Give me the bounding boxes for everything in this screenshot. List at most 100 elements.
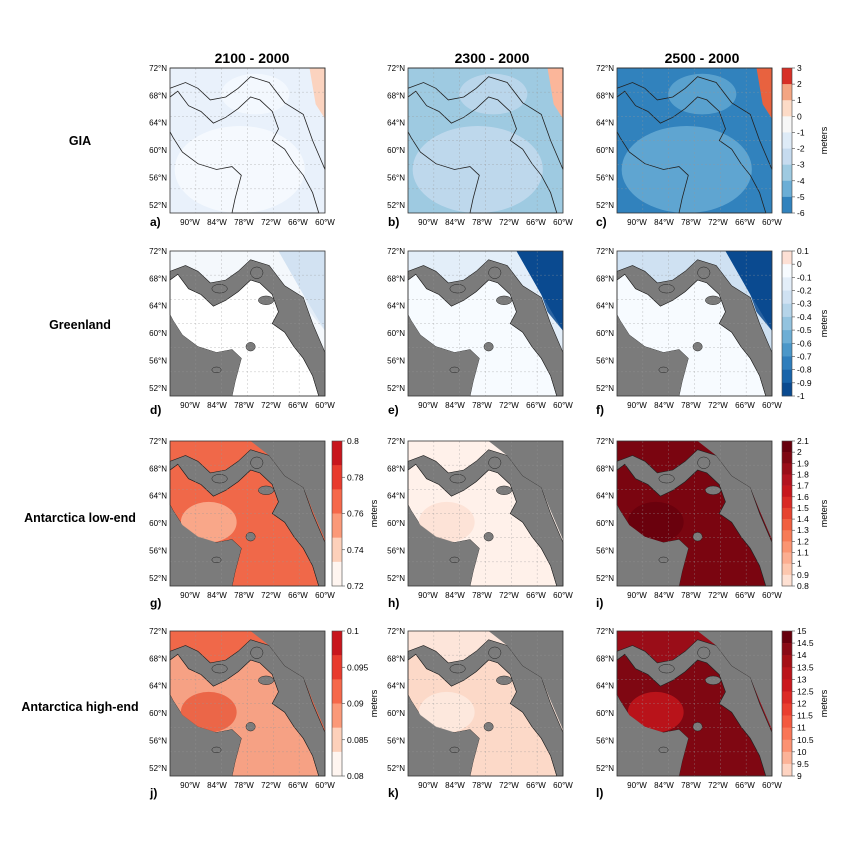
map-frame	[169, 250, 326, 397]
lat-tick-label: 56°N	[387, 736, 405, 745]
colorbar-swatch	[782, 667, 792, 680]
island	[449, 556, 460, 564]
lat-tick-label: 60°N	[387, 146, 405, 155]
lon-tick-label: 72°W	[261, 218, 281, 227]
field-contour	[621, 126, 752, 213]
colorbar-tick-label: 2	[797, 79, 802, 89]
panel-label-d: d)	[150, 403, 162, 417]
colorbar-greenland: 0.1 0 -0.1 -0.2 -0.3 -0.4 -0.5 -0.6 -0.7 -0.8 -0.9…	[781, 246, 829, 401]
colorbar-swatch	[782, 763, 792, 777]
land-mask	[408, 314, 480, 396]
lat-tick-label: 52°N	[149, 384, 167, 393]
colorbar-swatch	[332, 561, 342, 587]
lat-tick-label: 72°N	[149, 627, 167, 636]
land-mask	[250, 441, 325, 540]
colorbar-tick-label: 0.08	[347, 771, 364, 781]
lat-tick-label: 64°N	[149, 492, 167, 501]
colorbar-swatch	[782, 631, 792, 644]
colorbar-tick-label: 9.5	[797, 759, 809, 769]
lat-tick-label: 72°N	[387, 437, 405, 446]
lat-tick-label: 60°N	[596, 146, 614, 155]
panel-label-l: l)	[596, 786, 604, 800]
lat-tick-label: 56°N	[149, 546, 167, 555]
colorbar-swatch	[782, 485, 792, 498]
island	[658, 284, 675, 294]
field-contour	[459, 73, 528, 115]
lat-tick-label: 60°N	[596, 519, 614, 528]
lat-tick-label: 72°N	[387, 247, 405, 256]
colorbar-swatch	[782, 655, 792, 668]
field-contour	[627, 501, 684, 543]
panel-label-b: b)	[388, 215, 400, 229]
field-contour	[278, 251, 325, 331]
field-contour	[725, 251, 772, 331]
map-panel-a: 72°N 68°N 64°N 60°N 56°N 52°N 90°W 84°W 78°W 72°W…	[149, 64, 335, 227]
colorbar-tick-label: 1	[797, 95, 802, 105]
lon-tick-label: 90°W	[627, 218, 647, 227]
land-mask	[617, 314, 689, 396]
island	[658, 664, 675, 674]
colorbar-tick-label: 1.7	[797, 481, 809, 491]
colorbar-tick-label: 1.3	[797, 525, 809, 535]
lon-tick-label: 72°W	[499, 781, 519, 790]
lat-tick-label: 56°N	[596, 546, 614, 555]
colorbar-swatch	[782, 563, 792, 576]
lon-tick-label: 78°W	[472, 218, 492, 227]
colorbar-tick-label: 14	[797, 650, 807, 660]
colorbar-tick-label: 0.8	[797, 581, 809, 591]
lat-tick-label: 60°N	[149, 146, 167, 155]
map-panel-e: 72°N 68°N 64°N 60°N 56°N 52°N 90°W 84°W 78°W 72°W…	[387, 247, 573, 410]
colorbar-swatch	[332, 751, 342, 777]
colorbar-tick-label: 10.5	[797, 735, 814, 745]
lon-tick-label: 90°W	[627, 781, 647, 790]
lat-tick-label: 64°N	[387, 302, 405, 311]
lon-tick-label: 90°W	[180, 781, 200, 790]
lat-tick-label: 52°N	[149, 764, 167, 773]
lat-tick-label: 60°N	[596, 709, 614, 718]
colorbar-antarctica-low-end: 0.8 0.78 0.76 0.74 0.72 meters	[331, 436, 379, 591]
lat-tick-label: 64°N	[149, 302, 167, 311]
panel-label-e: e)	[388, 403, 399, 417]
colorbar-swatch	[782, 574, 792, 587]
colorbar-tick-label: 0.9	[797, 570, 809, 580]
lon-tick-label: 60°W	[762, 781, 782, 790]
lon-tick-label: 72°W	[708, 218, 728, 227]
island	[692, 722, 703, 732]
map-frame	[407, 250, 564, 397]
colorbar-unit-label: meters	[819, 689, 829, 717]
field-contour	[756, 68, 772, 119]
lon-tick-label: 60°W	[762, 218, 782, 227]
lon-tick-label: 84°W	[445, 401, 465, 410]
field-contour	[278, 251, 325, 331]
lon-tick-label: 90°W	[180, 218, 200, 227]
colorbar-swatch	[782, 164, 792, 182]
land-mask	[407, 259, 564, 397]
land-mask	[170, 694, 242, 776]
colorbar-frame	[781, 67, 793, 214]
lon-tick-label: 60°W	[553, 401, 573, 410]
panel-label-g: g)	[150, 596, 162, 610]
colorbar-tick-label: -0.3	[797, 299, 812, 309]
colorbar-tick-label: -0.8	[797, 365, 812, 375]
colorbar-tick-label: 12.5	[797, 686, 814, 696]
lat-tick-label: 52°N	[387, 384, 405, 393]
row-label-antarctica-high-end: Antarctica high-end	[21, 700, 139, 714]
colorbar-swatch	[782, 739, 792, 753]
colorbar-swatch	[782, 116, 792, 133]
column-title-2300: 2300 - 2000	[454, 50, 530, 66]
lon-tick-label: 78°W	[234, 781, 254, 790]
map-frame	[169, 67, 326, 214]
colorbar-tick-label: -0.5	[797, 325, 812, 335]
lat-tick-label: 60°N	[596, 329, 614, 338]
land-mask	[697, 631, 772, 730]
column-title-2100: 2100 - 2000	[214, 50, 290, 66]
map-frame	[616, 250, 773, 397]
colorbar-swatch	[782, 382, 792, 397]
colorbar-swatch	[782, 703, 792, 716]
colorbar-tick-label: 0.085	[347, 735, 369, 745]
lon-tick-label: 66°W	[288, 218, 308, 227]
colorbar-swatch	[782, 552, 792, 564]
panel-label-f: f)	[596, 403, 604, 417]
land-mask	[250, 631, 325, 730]
island	[496, 675, 513, 685]
